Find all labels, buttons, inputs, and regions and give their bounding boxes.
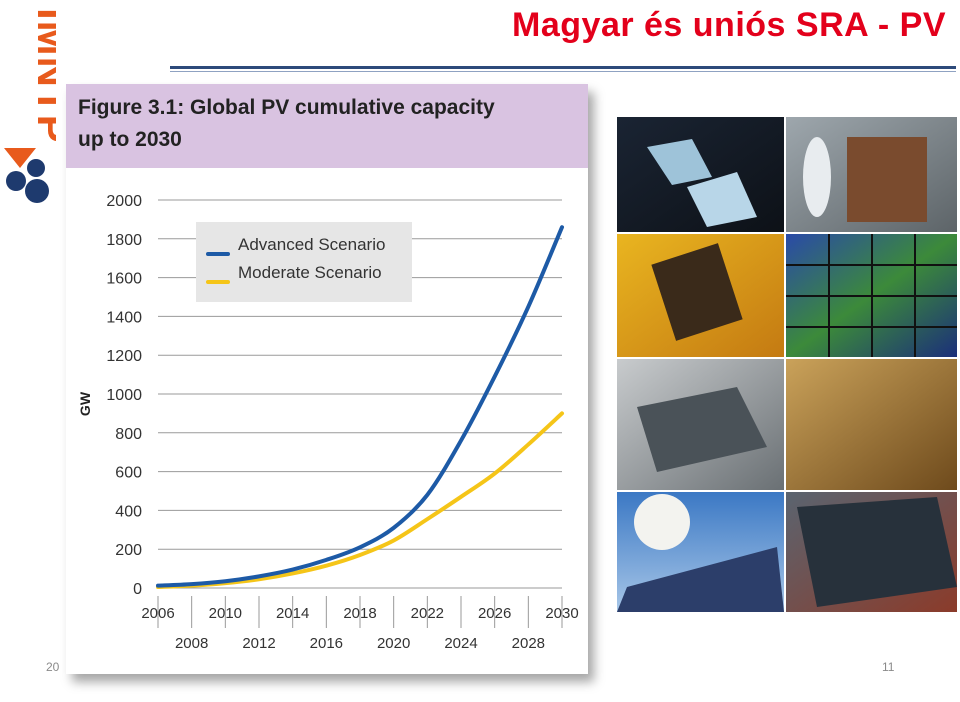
x-tick-label: 2030 [545, 605, 578, 622]
x-tick-label: 2008 [175, 635, 208, 652]
y-tick-label: 1800 [106, 232, 142, 249]
y-tick-label: 200 [115, 542, 142, 559]
figure-header: Figure 3.1: Global PV cumulative capacit… [66, 84, 588, 168]
logo-lettering: IMNTP [29, 8, 56, 144]
photo-si-wafers [617, 117, 784, 232]
photo-cleanroom [786, 117, 957, 232]
figure-title: Figure 3.1: Global PV cumulative capacit… [78, 92, 578, 156]
y-tick-label: 2000 [106, 193, 142, 210]
pv-photo-collage [617, 117, 957, 612]
pv-capacity-chart: 0 200 400 600 800 1000 1200 1400 1600 1800 2000 20… [77, 193, 579, 652]
y-tick-label: 600 [115, 465, 142, 482]
series-line-moderate-scenario [156, 411, 564, 590]
x-tick-label: 2010 [209, 605, 242, 622]
y-tick-label: 0 [133, 581, 142, 598]
x-tick-label: 2016 [310, 635, 343, 652]
y-tick-label: 1400 [106, 309, 142, 326]
figure-title-line-1: Figure 3.1: Global PV cumulative capacit… [78, 96, 495, 119]
photo-rooftop-install [786, 492, 957, 612]
y-axis-ticks: 0 200 400 600 800 1000 1200 1400 1600 1800 2000 [106, 193, 142, 598]
chart-legend: Advanced Scenario Moderate Scenario [196, 222, 412, 302]
legend-background [196, 222, 412, 302]
photo-production-line [617, 359, 784, 490]
x-tick-label: 2012 [242, 635, 275, 652]
series-line-advanced-scenario [156, 225, 564, 588]
photo-wafer-in-hand [617, 234, 784, 357]
imntp-logo: IMNTP [4, 8, 56, 203]
legend-label: Moderate Scenario [238, 263, 382, 282]
y-tick-label: 800 [115, 426, 142, 443]
x-axis-ticks: 2006 2010 2014 2018 2022 2026 2030 2008 2012 2016… [141, 605, 578, 652]
figure-title-line-2: up to 2030 [78, 128, 182, 151]
title-rule-secondary [170, 71, 956, 72]
x-tick-label: 2028 [512, 635, 545, 652]
x-tick-label: 2006 [141, 605, 174, 622]
x-tick-label: 2022 [411, 605, 444, 622]
photo-concentrator-cells [786, 359, 957, 490]
photo-solar-park [617, 492, 784, 612]
photo-solar-cells-grid [786, 234, 957, 357]
y-tick-label: 1000 [106, 387, 142, 404]
x-tick-label: 2026 [478, 605, 511, 622]
chart-series [156, 225, 564, 590]
figure-panel: Figure 3.1: Global PV cumulative capacit… [66, 84, 588, 674]
x-tick-label: 2020 [377, 635, 410, 652]
title-rule [170, 66, 956, 69]
svg-text:IMNTP: IMNTP [29, 8, 56, 144]
slide-title: Magyar és uniós SRA - PV [512, 6, 946, 44]
x-tick-label: 2024 [444, 635, 477, 652]
x-tick-label: 2014 [276, 605, 309, 622]
y-tick-label: 400 [115, 503, 142, 520]
y-tick-label: 1200 [106, 348, 142, 365]
footer-date: 20 [46, 660, 60, 674]
y-axis-label: GW [77, 391, 93, 416]
legend-label: Advanced Scenario [238, 235, 385, 254]
y-tick-label: 1600 [106, 271, 142, 288]
page-number: 11 [882, 660, 895, 674]
x-tick-label: 2018 [343, 605, 376, 622]
